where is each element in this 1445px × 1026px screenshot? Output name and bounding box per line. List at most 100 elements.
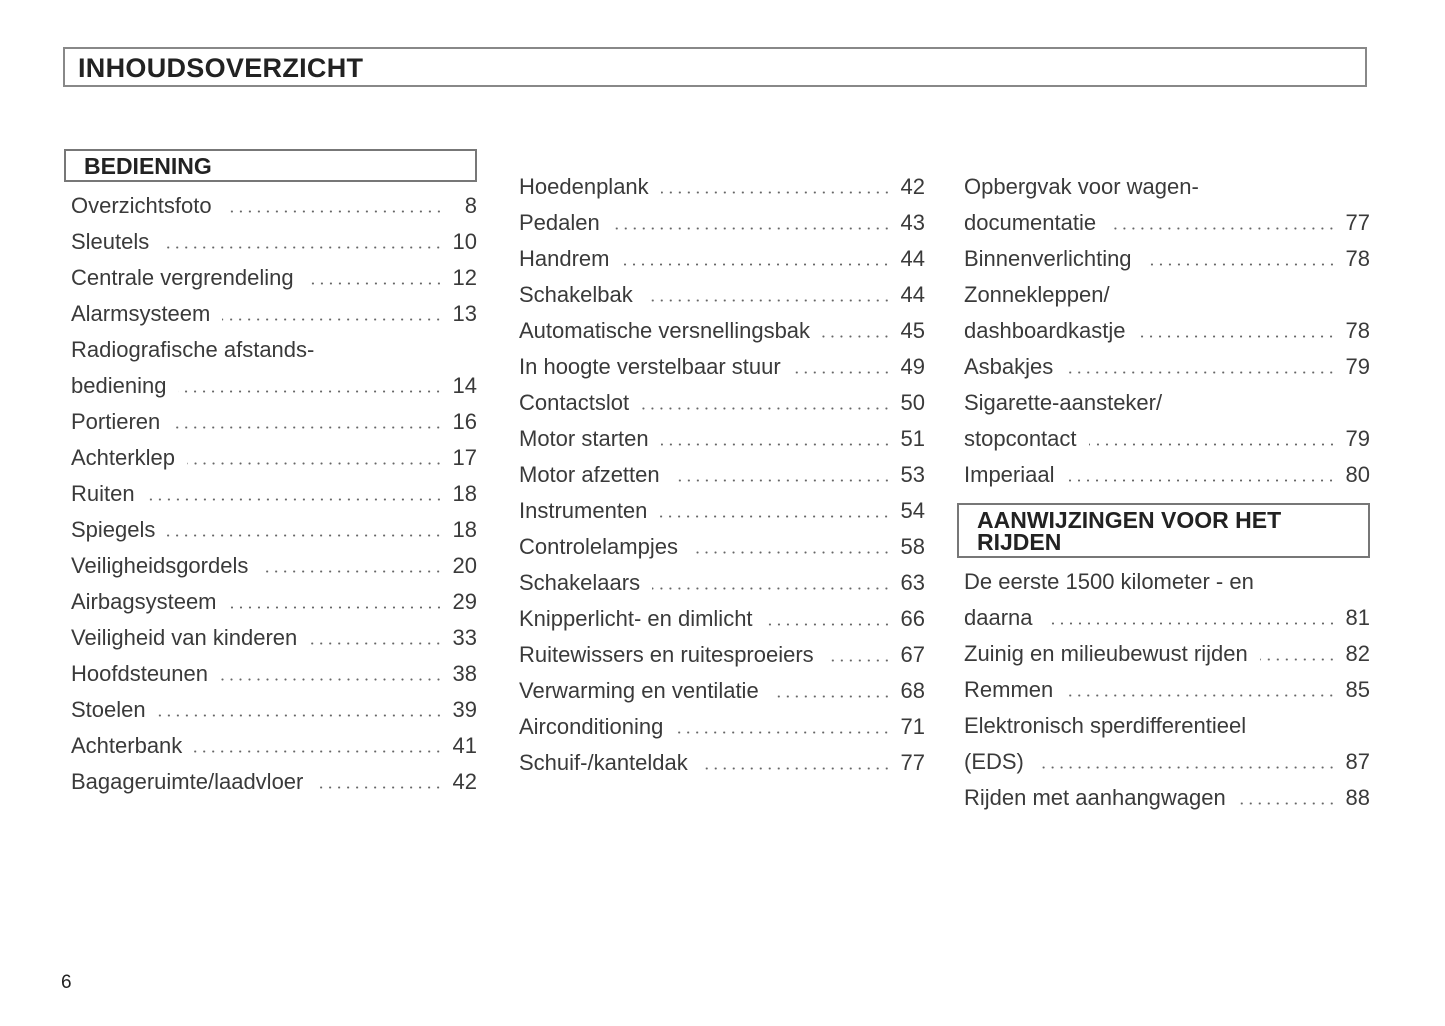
toc-entry[interactable]: Elektronisch sperdifferentieel (EDS) 87 (957, 708, 1370, 780)
toc-entry-page: 18 (452, 517, 477, 542)
toc-entry[interactable]: Motor afzetten 53 (512, 457, 925, 493)
toc-entry-row: dashboardkastje 78 (964, 313, 1370, 349)
toc-entry[interactable]: Achterklep 17 (64, 440, 477, 476)
toc-entry[interactable]: Hoofdsteunen 38 (64, 656, 477, 692)
dot-leader (1044, 622, 1336, 625)
toc-entry[interactable]: Airbagsysteem 29 (64, 584, 477, 620)
toc-entry-title-line: Sigarette-aansteker/ (964, 390, 1163, 415)
dot-leader (689, 551, 891, 554)
toc-entry[interactable]: Binnenverlichting 78 (957, 241, 1370, 277)
toc-entry-row: documentatie 77 (964, 205, 1370, 241)
toc-entry-row: Bagageruimte/laadvloer 42 (71, 764, 477, 800)
toc-entry-row: Achterbank 41 (71, 728, 477, 764)
toc-entry[interactable]: Handrem 44 (512, 241, 925, 277)
toc-entry[interactable]: Ruitewissers en ruitesproeiers 67 (512, 637, 925, 673)
toc-entry-row: Handrem 44 (519, 241, 925, 277)
toc-entry-row: Schakelaars 63 (519, 565, 925, 601)
toc-entry-title: bediening (71, 373, 167, 398)
toc-entry[interactable]: Airconditioning 71 (512, 709, 925, 745)
toc-entry-page: 71 (900, 714, 925, 739)
toc-entry-row: Verwarming en ventilatie 68 (519, 673, 925, 709)
toc-entry[interactable]: Bagageruimte/laadvloer 42 (64, 764, 477, 800)
toc-entry[interactable]: Schakelaars 63 (512, 565, 925, 601)
toc-entry[interactable]: Overzichtsfoto 8 (64, 188, 477, 224)
toc-entry[interactable]: Schuif-/kanteldak 77 (512, 745, 925, 781)
toc-entry-row: Centrale vergrendeling 12 (71, 260, 477, 296)
toc-entry-row: Ruitewissers en ruitesproeiers 67 (519, 637, 925, 673)
toc-entry-row: bediening 14 (71, 368, 477, 404)
toc-entry[interactable]: Imperiaal 80 (957, 457, 1370, 493)
toc-entry[interactable]: In hoogte verstelbaar stuur 49 (512, 349, 925, 385)
toc-entry-page: 45 (900, 318, 925, 343)
toc-entry-title: Ruiten (71, 481, 135, 506)
toc-entry[interactable]: Schakelbak 44 (512, 277, 925, 313)
toc-entry-title: Airconditioning (519, 714, 664, 739)
toc-entry[interactable]: Automatische versnellingsbak 45 (512, 313, 925, 349)
toc-entry[interactable]: Zonnekleppen/dashboardkastje 78 (957, 277, 1370, 349)
dot-leader (1066, 479, 1336, 482)
dot-leader (764, 623, 891, 626)
toc-entry[interactable]: Controlelampjes 58 (512, 529, 925, 565)
toc-entry[interactable]: Ruiten 18 (64, 476, 477, 512)
toc-entry[interactable]: Veiligheidsgordels 20 (64, 548, 477, 584)
dot-leader (671, 479, 891, 482)
toc-entry-row: Motor afzetten 53 (519, 457, 925, 493)
toc-entry[interactable]: Motor starten 51 (512, 421, 925, 457)
toc-entry[interactable]: Stoelen 39 (64, 692, 477, 728)
toc-entry-row: Asbakjes 79 (964, 349, 1370, 385)
toc-entry[interactable]: Alarmsysteem 13 (64, 296, 477, 332)
dot-leader (315, 786, 443, 789)
toc-entry-page: 16 (452, 409, 477, 434)
toc-entry-page: 79 (1345, 426, 1370, 451)
toc-entry[interactable]: Contactslot 50 (512, 385, 925, 421)
toc-entry[interactable]: Sleutels 10 (64, 224, 477, 260)
toc-entry-title: Stoelen (71, 697, 146, 722)
toc-entry-page: 13 (452, 301, 477, 326)
toc-entry[interactable]: Veiligheid van kinderen 33 (64, 620, 477, 656)
toc-entry[interactable]: Rijden met aanhangwagen 88 (957, 780, 1370, 816)
toc-entry-page: 44 (900, 282, 925, 307)
toc-entry[interactable]: Spiegels 18 (64, 512, 477, 548)
toc-entry-page: 77 (900, 750, 925, 775)
toc-entry-row: Motor starten 51 (519, 421, 925, 457)
toc-entry-title: Hoedenplank (519, 174, 649, 199)
toc-entry-title: In hoogte verstelbaar stuur (519, 354, 781, 379)
toc-entry[interactable]: Knipperlicht- en dimlicht 66 (512, 601, 925, 637)
toc-entry-page: 67 (900, 642, 925, 667)
toc-entry[interactable]: De eerste 1500 kilometer - en daarna 81 (957, 564, 1370, 636)
toc-entry[interactable]: Hoedenplank 42 (512, 169, 925, 205)
toc-entry[interactable]: Centrale vergrendeling 12 (64, 260, 477, 296)
toc-entry[interactable]: Remmen 85 (957, 672, 1370, 708)
toc-entry-row: Contactslot 50 (519, 385, 925, 421)
toc-entry[interactable]: Radiografische afstands-bediening 14 (64, 332, 477, 404)
toc-entry[interactable]: Portieren 16 (64, 404, 477, 440)
toc-entry-row: Schuif-/kanteldak 77 (519, 745, 925, 781)
toc-entry-row: Veiligheidsgordels 20 (71, 548, 477, 584)
toc-entry-row: (EDS) 87 (964, 744, 1370, 780)
toc-entry[interactable]: Asbakjes 79 (957, 349, 1370, 385)
toc-entry[interactable]: Opbergvak voor wagen-documentatie 77 (957, 169, 1370, 241)
toc-entry-page: 17 (452, 445, 477, 470)
toc-entry-title: Veiligheidsgordels (71, 553, 249, 578)
toc-entry[interactable]: Zuinig en milieubewust rijden 82 (957, 636, 1370, 672)
toc-entry[interactable]: Verwarming en ventilatie 68 (512, 673, 925, 709)
toc-entry-row: Airbagsysteem 29 (71, 584, 477, 620)
toc-entry[interactable]: Sigarette-aansteker/stopcontact 79 (957, 385, 1370, 457)
toc-entry[interactable]: Pedalen 43 (512, 205, 925, 241)
section-heading-line: AANWIJZINGEN VOOR HET (977, 507, 1282, 533)
dot-leader (1108, 227, 1336, 230)
toc-entry-row: Airconditioning 71 (519, 709, 925, 745)
dot-leader (1137, 335, 1336, 338)
toc-entry-row: Stoelen 39 (71, 692, 477, 728)
page-title: INHOUDSOVERZICHT (78, 53, 364, 83)
toc-entry[interactable]: Achterbank 41 (64, 728, 477, 764)
toc-entry-page: 85 (1345, 677, 1370, 702)
toc-entry-page: 42 (900, 174, 925, 199)
toc-entry-row: Remmen 85 (964, 672, 1370, 708)
dot-leader (1143, 263, 1336, 266)
toc-entry-page: 51 (900, 426, 925, 451)
toc-entry-title: Veiligheid van kinderen (71, 625, 298, 650)
toc-entry-row: In hoogte verstelbaar stuur 49 (519, 349, 925, 385)
toc-entry[interactable]: Instrumenten 54 (512, 493, 925, 529)
dot-leader (186, 462, 443, 465)
